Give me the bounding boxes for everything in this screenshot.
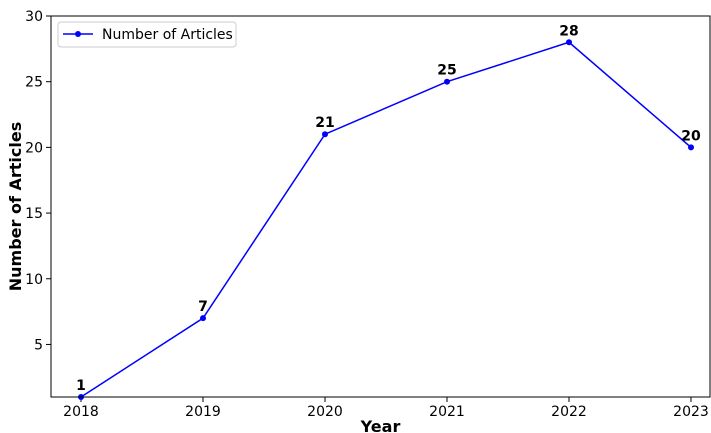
y-tick-label: 25 (25, 75, 43, 91)
legend-box (57, 21, 237, 48)
x-tick-label: 2018 (63, 404, 99, 420)
data-point (688, 144, 694, 151)
data-label: 1 (76, 378, 86, 394)
data-point (200, 315, 206, 322)
data-label: 21 (315, 115, 334, 131)
data-point (444, 78, 450, 85)
x-tick-label: 2019 (185, 404, 221, 420)
legend: Number of Articles (57, 21, 237, 48)
y-tick-label: 10 (25, 272, 43, 288)
y-tick-label: 5 (34, 337, 43, 353)
data-label: 20 (681, 128, 701, 144)
data-label: 28 (559, 23, 578, 39)
x-tick-label: 2022 (551, 404, 587, 420)
data-point (566, 39, 572, 46)
series-line (80, 41, 692, 398)
legend-point-marker (75, 31, 81, 37)
y-tick-label: 30 (25, 9, 43, 25)
x-tick-label: 2021 (429, 404, 465, 420)
data-label: 7 (198, 299, 208, 315)
data-point (322, 131, 328, 138)
plot-frame (50, 15, 711, 398)
x-tick-label: 2023 (673, 404, 709, 420)
y-axis-title: Number of Articles (6, 122, 25, 292)
data-label: 25 (437, 63, 456, 79)
y-tick-label: 15 (25, 206, 43, 222)
x-tick-label: 2020 (307, 404, 343, 420)
y-tick-label: 20 (25, 140, 43, 156)
legend-entry-label: Number of Articles (102, 27, 233, 43)
x-axis-title: Year (360, 417, 401, 433)
chart-series (78, 39, 694, 400)
